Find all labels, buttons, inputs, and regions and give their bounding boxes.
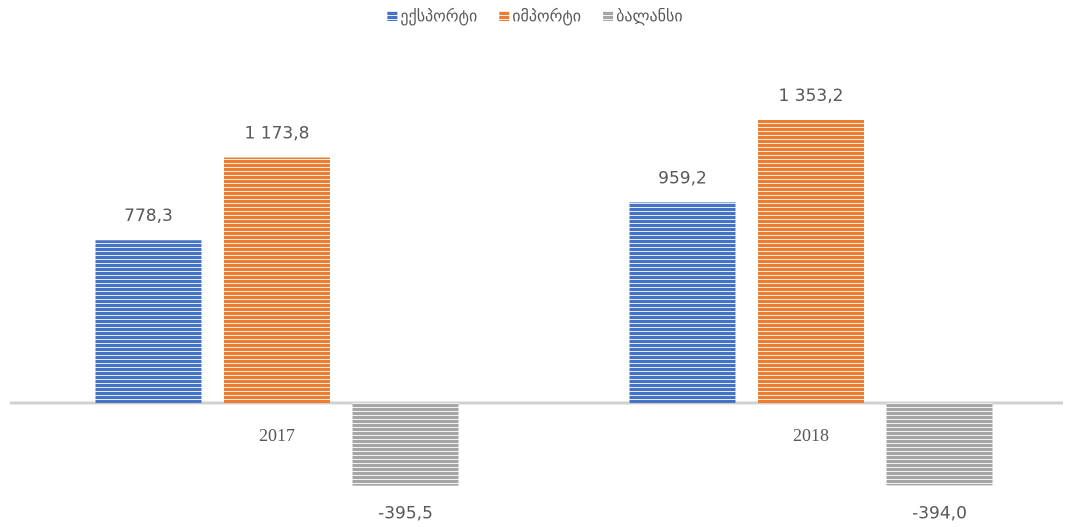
bar bbox=[352, 403, 459, 486]
bar bbox=[758, 120, 864, 403]
x-tick-label: 2017 bbox=[259, 425, 295, 445]
legend-item: ექსპორტი bbox=[387, 7, 477, 26]
data-label: 1 173,8 bbox=[245, 124, 310, 144]
data-label: 778,3 bbox=[124, 206, 173, 226]
bar bbox=[224, 157, 330, 403]
legend-swatch bbox=[387, 11, 398, 21]
data-label: -395,5 bbox=[378, 504, 433, 524]
legend-label: ბალანსი bbox=[616, 7, 683, 26]
data-label: -394,0 bbox=[912, 503, 967, 523]
bar bbox=[95, 240, 202, 403]
legend-swatch bbox=[499, 11, 510, 21]
legend-swatch bbox=[603, 11, 614, 21]
legend-label: ექსპორტი bbox=[400, 7, 477, 26]
legend-item: იმპორტი bbox=[499, 7, 581, 26]
x-tick-label: 2018 bbox=[793, 425, 829, 445]
legend-item: ბალანსი bbox=[603, 7, 683, 26]
data-label: 959,2 bbox=[658, 168, 707, 188]
bar bbox=[886, 403, 993, 486]
data-label: 1 353,2 bbox=[779, 86, 844, 106]
legend-label: იმპორტი bbox=[512, 7, 581, 26]
bar bbox=[629, 202, 736, 403]
